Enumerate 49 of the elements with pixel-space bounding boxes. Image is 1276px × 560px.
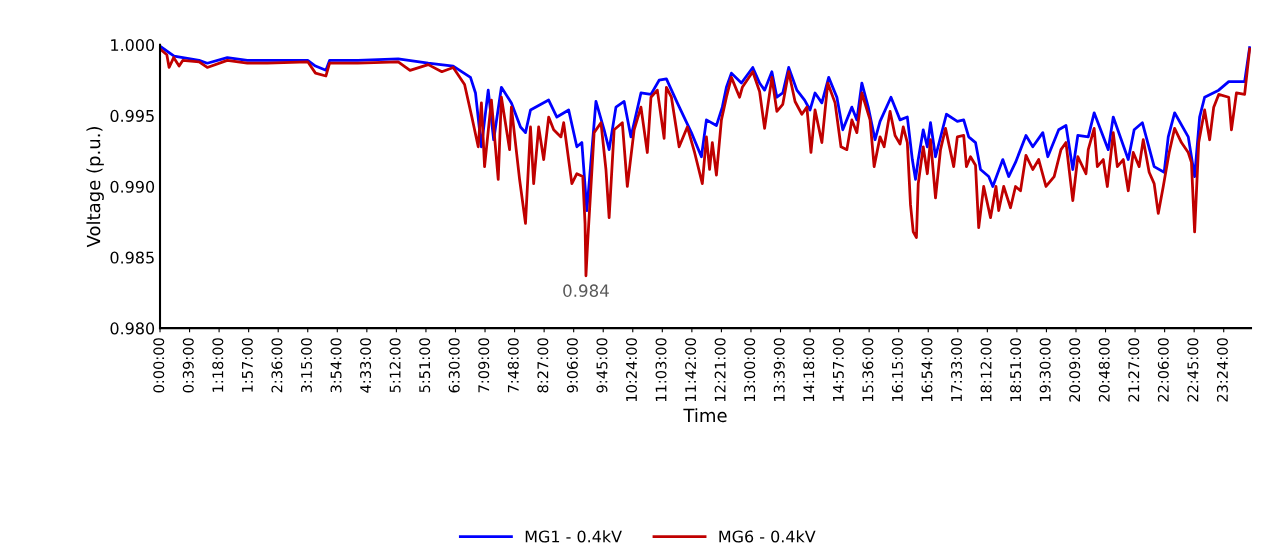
- x-tick-label: 13:00:00: [744, 338, 756, 402]
- x-tick-label: 1:57:00: [241, 338, 253, 392]
- x-tick-label: 22:45:00: [1187, 338, 1199, 402]
- x-tick-label: 6:30:00: [448, 338, 460, 393]
- x-tick-label: 10:24:00: [625, 338, 637, 402]
- x-tick-label: 3:54:00: [330, 338, 342, 393]
- x-tick-label: 20:09:00: [1069, 338, 1081, 402]
- x-tick-label: 7:09:00: [478, 338, 490, 393]
- x-tick-label: 5:51:00: [419, 338, 431, 393]
- y-tick-label: 0.985: [110, 251, 154, 264]
- x-tick-label: 11:03:00: [655, 338, 667, 402]
- x-tick-label: 16:54:00: [921, 338, 933, 402]
- x-tick-label: 9:06:00: [566, 338, 578, 393]
- x-tick-label: 5:12:00: [389, 338, 401, 393]
- x-tick-label: 19:30:00: [1039, 338, 1051, 402]
- x-tick-label: 8:27:00: [537, 338, 549, 393]
- x-tick-label: 20:48:00: [1098, 338, 1110, 402]
- x-tick-label: 12:21:00: [714, 338, 726, 402]
- x-tick-label: 22:06:00: [1157, 338, 1169, 402]
- x-tick-label: 18:51:00: [1010, 338, 1022, 402]
- line-series: [160, 44, 1251, 212]
- x-tick-label: 14:18:00: [803, 338, 815, 402]
- line-series: [160, 47, 1251, 278]
- x-tick-label: 11:42:00: [685, 338, 697, 402]
- x-tick-label: 3:15:00: [300, 338, 312, 393]
- x-tick-label: 4:33:00: [360, 338, 372, 393]
- x-tick-label: 17:33:00: [950, 338, 963, 402]
- x-tick-label: 21:27:00: [1128, 338, 1140, 402]
- y-axis-title: Voltage (p.u.): [86, 127, 104, 248]
- x-tick-label: 18:12:00: [980, 338, 992, 402]
- legend-label: MG6 - 0.4kV: [719, 530, 816, 543]
- x-axis-title: Time: [683, 408, 727, 423]
- legend-label: MG1 - 0.4kV: [525, 530, 622, 543]
- x-tick-label: 2:36:00: [271, 338, 283, 393]
- x-tick-label: 0:00:00: [153, 338, 165, 393]
- x-tick-label: 14:57:00: [832, 338, 844, 402]
- annotation: 0.984: [563, 284, 609, 297]
- y-tick-label: 0.980: [110, 322, 155, 335]
- x-tick-label: 9:45:00: [596, 338, 608, 393]
- x-tick-label: 7:48:00: [507, 338, 519, 393]
- x-tick-label: 16:15:00: [891, 338, 903, 402]
- x-tick-label: 1:18:00: [212, 338, 224, 392]
- y-tick-label: 1.000: [111, 39, 155, 52]
- x-tick-label: 13:39:00: [773, 338, 785, 402]
- y-tick-label: 0.990: [110, 180, 155, 193]
- x-tick-label: 0:39:00: [182, 338, 194, 393]
- y-tick-label: 0.995: [110, 109, 154, 122]
- x-tick-label: 23:24:00: [1216, 338, 1228, 402]
- x-tick-label: 15:36:00: [862, 338, 874, 402]
